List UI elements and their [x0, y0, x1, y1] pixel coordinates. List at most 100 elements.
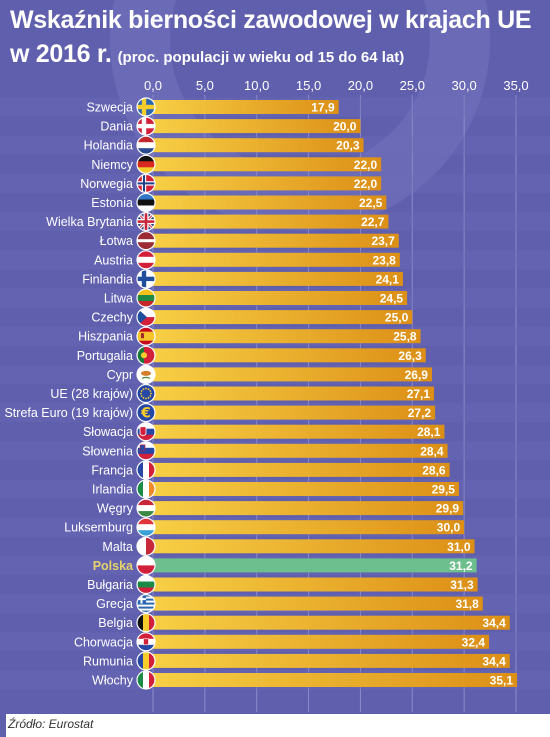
flag-gb-icon	[136, 212, 156, 232]
flag-lu-icon	[136, 517, 156, 537]
flag-pl-icon	[136, 555, 156, 576]
chart-row: 27,2 Strefa Euro (19 krajów) €	[0, 403, 550, 423]
chart-row: 31,3 Bułgaria	[87, 574, 478, 595]
flag-ro-icon	[136, 651, 156, 671]
flag-no-icon	[136, 173, 156, 193]
bar-value-label: 31,2	[449, 559, 473, 573]
bar	[153, 443, 448, 458]
bar	[153, 291, 408, 305]
chart-row: 31,0 Malta	[102, 536, 475, 556]
bar	[153, 100, 339, 114]
chart-row: 25,8 Hiszpania	[0, 326, 550, 346]
bar	[153, 214, 389, 229]
flag-se-icon	[136, 97, 156, 117]
bar	[153, 138, 364, 153]
bar-value-label: 26,9	[405, 368, 429, 382]
flag-pt-icon	[136, 345, 156, 365]
bar	[153, 673, 518, 687]
category-label: Łotwa	[100, 234, 133, 248]
category-label: Austria	[94, 253, 133, 267]
bar-value-label: 34,4	[482, 616, 506, 630]
category-label: UE (28 krajów)	[50, 387, 133, 401]
bar	[153, 119, 361, 134]
flag-hu-icon	[136, 498, 156, 518]
category-label: Francja	[91, 463, 133, 477]
category-label: Słowenia	[82, 444, 133, 458]
category-label: Holandia	[84, 139, 133, 153]
source-note: Źródło: Eurostat	[6, 714, 550, 737]
bar-value-label: 24,1	[376, 272, 400, 286]
flag-es-icon	[136, 326, 156, 346]
category-label: Irlandia	[92, 483, 133, 497]
bar	[153, 558, 477, 573]
category-label: Rumunia	[83, 654, 133, 668]
bar-value-label: 29,9	[436, 502, 460, 516]
svg-text:€: €	[140, 406, 151, 422]
category-label: Dania	[100, 120, 133, 134]
bar	[153, 195, 387, 210]
bar-value-label: 24,5	[380, 292, 404, 306]
flag-ee-icon	[136, 192, 156, 213]
bar-value-label: 28,4	[420, 444, 444, 458]
chart-row: 28,4 Słowenia	[0, 441, 550, 461]
category-label: Niemcy	[91, 158, 133, 172]
chart-row: 29,9 Węgry	[97, 498, 464, 518]
chart-row: 20,0 Dania	[100, 116, 361, 136]
subtitle-year: w 2016 r.	[10, 40, 112, 68]
bar-value-label: 20,3	[336, 139, 360, 153]
bar-value-label: 34,4	[482, 654, 506, 668]
chart-subtitle: w 2016 r. (proc. populacji w wieku od 15 …	[10, 40, 404, 69]
bar	[153, 233, 399, 248]
category-label: Grecja	[96, 597, 133, 611]
flag-dk-icon	[136, 116, 156, 136]
flag-eu-icon	[136, 383, 156, 404]
bar	[153, 176, 382, 191]
x-tick-label: 0,0	[144, 78, 162, 93]
bar-value-label: 27,1	[407, 387, 431, 401]
chart-row: 23,7 Łotwa	[100, 231, 399, 251]
bar-value-label: 22,0	[354, 177, 378, 191]
flag-it-icon	[136, 670, 156, 690]
bar-value-label: 20,0	[333, 120, 357, 134]
category-label: Estonia	[91, 196, 133, 210]
subtitle-note: (proc. populacji w wieku od 15 do 64 lat…	[117, 49, 405, 66]
chart-row: 26,9 Cypr	[0, 364, 550, 384]
flag-at-icon	[136, 250, 156, 270]
bar	[153, 482, 459, 496]
flag-si-icon	[136, 441, 156, 461]
chart-row: 29,5 Irlandia	[0, 479, 550, 499]
bar-value-label: 32,4	[462, 635, 486, 649]
chart-row: 24,1 Finlandia	[82, 269, 403, 289]
flag-fi-icon	[136, 269, 156, 289]
x-tick-label: 30,0	[451, 78, 476, 93]
chart-row: 27,1 UE (28 krajów)	[50, 383, 435, 404]
category-label: Norwegia	[80, 177, 133, 191]
chart-row: 31,2 Polska	[0, 555, 550, 576]
bar	[153, 501, 464, 516]
bar	[153, 252, 400, 267]
x-tick-label: 25,0	[400, 78, 425, 93]
bar-value-label: 29,5	[432, 483, 456, 497]
category-label: Szwecja	[86, 101, 133, 115]
category-label: Węgry	[97, 502, 134, 516]
flag-ie-icon	[136, 479, 156, 499]
category-label: Polska	[93, 559, 134, 573]
chart-row: 20,3 Holandia	[0, 135, 550, 155]
x-tick-label: 10,0	[244, 78, 269, 93]
category-label: Finlandia	[82, 272, 133, 286]
category-label: Belgia	[98, 616, 133, 630]
bar-value-label: 27,2	[408, 406, 432, 420]
category-label: Litwa	[104, 292, 133, 306]
bar	[153, 462, 450, 477]
bar	[153, 348, 426, 363]
bar	[153, 310, 413, 325]
bar	[153, 157, 382, 172]
flag-cy-icon	[136, 364, 156, 384]
flag-lv-icon	[136, 231, 156, 251]
x-tick-label: 35,0	[503, 78, 528, 93]
chart-row: 24,5 Litwa	[0, 288, 550, 308]
flag-nl-icon	[136, 135, 156, 155]
bar-value-label: 23,8	[372, 253, 396, 267]
chart-row: 22,0 Norwegia	[0, 173, 550, 193]
